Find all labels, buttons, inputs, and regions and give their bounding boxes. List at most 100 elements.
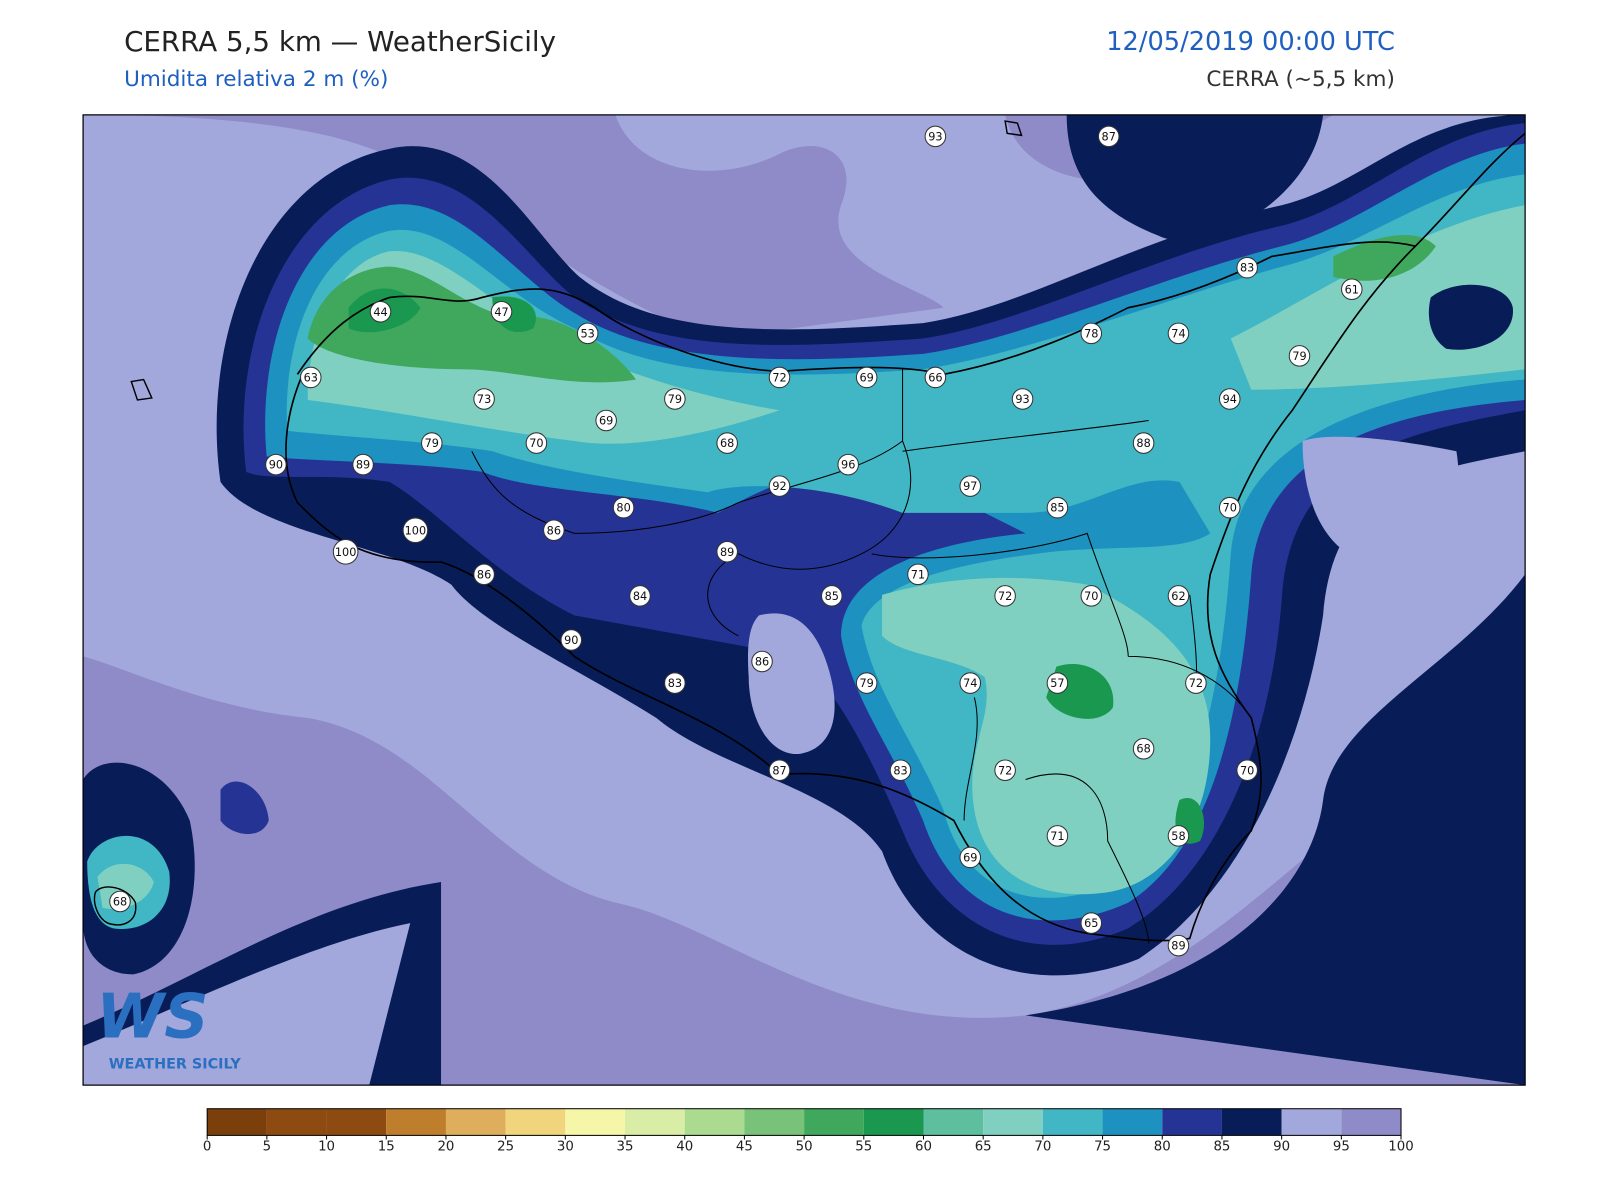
station-value: 94: [1223, 393, 1237, 406]
station-value: 92: [772, 480, 786, 493]
station-value: 72: [998, 764, 1012, 777]
station-value: 89: [356, 459, 370, 472]
station-marker: [959, 846, 982, 869]
colorbar-tick-label: 60: [915, 1140, 932, 1155]
colorbar-tick-label: 15: [378, 1140, 395, 1155]
colorbar-swatch: [983, 1108, 1043, 1136]
station-marker: [1218, 388, 1241, 410]
station-value: 66: [928, 371, 942, 384]
field-90d: [83, 923, 411, 1086]
colorbar-tick-label: 25: [497, 1140, 514, 1155]
field-85c: [1025, 574, 1526, 1086]
station-marker: [837, 453, 859, 476]
colorbar-tick-label: 35: [617, 1140, 634, 1155]
colorbar-swatch: [804, 1108, 864, 1136]
station-marker: [1097, 125, 1120, 148]
station-value: 85: [1050, 502, 1064, 515]
station-marker: [1167, 585, 1190, 607]
colorbar-swatch: [625, 1108, 685, 1136]
colorbar-tick-label: 65: [975, 1140, 992, 1155]
station-value: 86: [755, 656, 769, 669]
station-marker: [332, 538, 359, 565]
station-value: 79: [425, 437, 439, 450]
station-value: 74: [963, 677, 977, 690]
subtitle: Umidita relativa 2 m (%): [124, 67, 388, 92]
station-value: 70: [529, 437, 543, 450]
station-marker: [768, 475, 791, 497]
station-value: 87: [772, 764, 786, 777]
station-marker: [768, 366, 791, 389]
field-85d: [1428, 284, 1513, 350]
colorbar-tick-label: 20: [437, 1140, 454, 1155]
station-marker: [855, 366, 878, 389]
station-marker: [525, 432, 548, 454]
title: CERRA 5,5 km — WeatherSicily: [124, 25, 556, 58]
colorbar-swatch: [744, 1108, 805, 1136]
station-value: 65: [1084, 917, 1098, 930]
colorbar-swatch: [1341, 1108, 1402, 1136]
colorbar-swatch: [1042, 1108, 1103, 1136]
station-value: 79: [668, 393, 682, 406]
colorbar-swatch: [684, 1108, 745, 1136]
field-90b: [1302, 436, 1459, 565]
colorbar-swatch: [1281, 1108, 1342, 1136]
station-value: 70: [1084, 590, 1098, 603]
station-value: 57: [1050, 677, 1064, 690]
station-value: 83: [1240, 262, 1254, 275]
station-value: 85: [825, 590, 839, 603]
station-marker: [889, 759, 912, 782]
colorbar-tick-label: 30: [557, 1140, 574, 1155]
station-marker: [473, 563, 495, 586]
station-marker: [1046, 825, 1069, 847]
station-marker: [821, 585, 843, 607]
colorbar-swatch: [386, 1108, 446, 1136]
station-value: 58: [1171, 830, 1185, 843]
station-marker: [1132, 737, 1155, 760]
station-value: 70: [1223, 502, 1237, 515]
colorbar-tick-label: 70: [1034, 1140, 1051, 1155]
colorbar-tick-label: 45: [736, 1140, 753, 1155]
logo-text: WEATHER SICILY: [109, 1057, 242, 1073]
station-value: 79: [1292, 350, 1306, 363]
station-marker: [352, 453, 374, 476]
field-55: [307, 234, 1436, 383]
station-value: 86: [477, 568, 491, 581]
colorbar-swatch: [1162, 1108, 1222, 1136]
station-marker: [1080, 322, 1103, 345]
station-value: 68: [1136, 743, 1150, 756]
colorbar-tick-label: 0: [203, 1140, 211, 1155]
model-label: CERRA (~5,5 km): [1206, 67, 1395, 92]
station-marker: [664, 672, 686, 694]
station-value: 69: [599, 415, 613, 428]
station-marker: [1341, 278, 1363, 300]
station-marker: [1236, 759, 1258, 782]
station-marker: [1080, 585, 1103, 607]
station-value: 79: [859, 677, 873, 690]
station-marker: [994, 759, 1016, 782]
colorbar-tick-label: 55: [855, 1140, 872, 1155]
station-value: 83: [893, 764, 907, 777]
colorbar-swatch: [445, 1108, 506, 1136]
stations: 93 87 44 47 53 63 73 79 69 72 69 66 78 74 83 61 79 93 94 79…: [109, 125, 1363, 957]
station-marker: [924, 366, 947, 389]
station-value: 93: [928, 130, 942, 143]
station-marker: [1236, 256, 1258, 279]
station-marker: [664, 388, 686, 410]
station-marker: [473, 388, 495, 410]
coastline: [285, 132, 1526, 942]
colorbar-swatch: [565, 1108, 626, 1136]
colorbar-tick-label: 90: [1273, 1140, 1290, 1155]
station-value: 100: [335, 546, 357, 559]
station-marker: [1167, 825, 1190, 847]
colorbar-tick-label: 95: [1333, 1140, 1350, 1155]
station-marker: [959, 475, 982, 497]
station-value: 62: [1171, 590, 1185, 603]
station-value: 86: [547, 524, 561, 537]
station-marker: [576, 322, 599, 345]
station-marker: [994, 585, 1016, 607]
station-value: 71: [1050, 830, 1064, 843]
station-marker: [1080, 912, 1103, 934]
station-value: 44: [373, 306, 387, 319]
